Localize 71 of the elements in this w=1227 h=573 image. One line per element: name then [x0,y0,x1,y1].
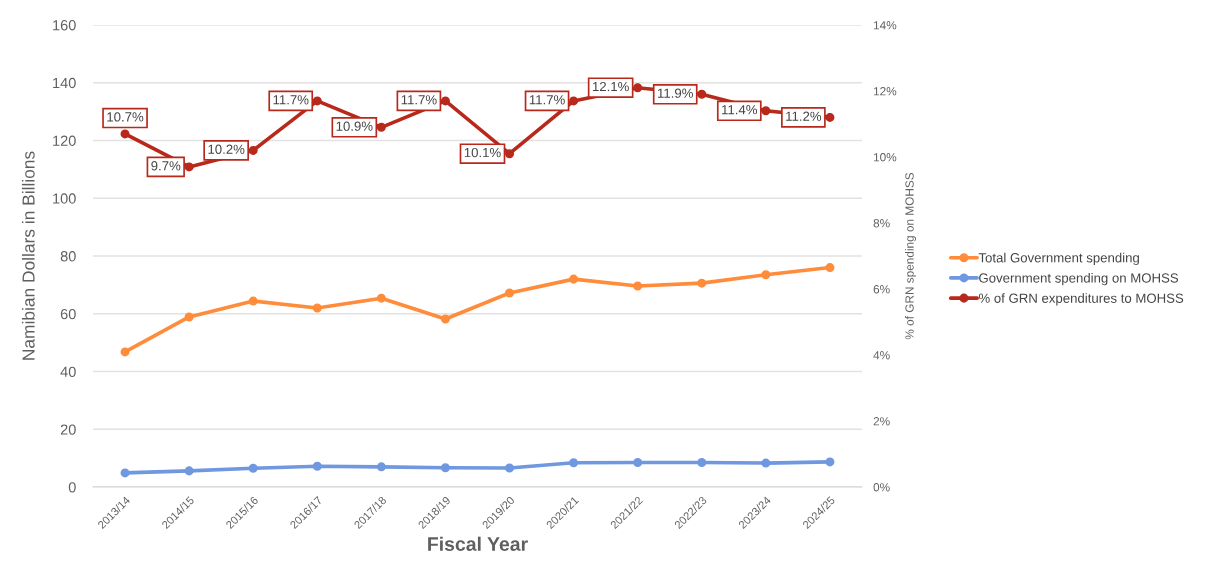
y2-tick-label: 0% [873,483,890,492]
data-label: 10.9% [336,121,373,131]
y-axis-title: Namibian Dollars in Billions [21,151,35,360]
point [633,83,643,93]
point [440,314,450,324]
data-label: 11.7% [529,95,565,105]
point [697,89,707,99]
y2-tick-label: 14% [873,21,897,30]
data-label: 11.4% [722,105,758,115]
x-axis-title: Fiscal Year [428,536,528,551]
point [697,457,707,468]
point [120,347,130,357]
y-tick-label: 100 [53,193,76,204]
y-tick-label: 20 [60,424,76,435]
point [120,468,130,478]
point [569,96,579,106]
y2-axis-title: % of GRN spending on MOHSS [905,172,917,340]
point [184,466,194,476]
y-tick-label: 80 [60,251,76,262]
y2-tick-label: 8% [873,219,890,228]
data-label: 11.7% [401,95,437,105]
point [761,458,771,468]
point [248,463,258,473]
y2-tick-label: 4% [873,351,890,360]
point [633,281,643,291]
point [569,274,579,284]
point [376,293,386,303]
y-tick-label: 60 [60,308,76,320]
point [120,129,130,139]
point [312,303,322,313]
point [505,463,515,473]
y2-tick-label: 12% [873,87,897,96]
data-label: 10.1% [464,147,501,158]
y-tick-label: 40 [60,366,76,377]
point [184,162,194,172]
data-label: 10.2% [208,144,245,154]
point [248,145,258,155]
point [312,96,322,106]
data-label: 10.7% [107,112,144,122]
point [184,312,194,322]
point [825,112,835,122]
point [376,122,386,132]
legend-label: % of GRN expenditures to MOHSS [978,293,1184,306]
point [633,457,643,468]
point [376,462,386,472]
point [761,270,771,280]
y-tick-label: 0 [68,482,76,493]
legend-label: Total Government spending [978,252,1139,266]
point [761,106,771,116]
y-tick-label: 140 [53,77,76,89]
point [248,296,258,306]
y-tick-label: 160 [53,20,76,31]
y2-tick-label: 6% [873,285,890,294]
point [697,278,707,288]
point [505,288,515,298]
data-label: 12.1% [592,81,629,92]
point [505,149,515,159]
y2-tick-label: 10% [873,153,897,162]
legend-label: Government spending on MOHSS [979,272,1179,286]
y-tick-label: 120 [53,135,76,146]
point [440,96,450,106]
point [440,463,450,473]
point [825,457,835,467]
data-label: 11.9% [658,88,693,98]
data-label: 9.7% [151,161,181,171]
data-label: 11.2% [786,111,822,121]
point [312,461,322,471]
y2-tick-label: 2% [873,417,890,426]
point [825,263,835,273]
data-label: 11.7% [273,95,309,105]
point [569,458,579,468]
